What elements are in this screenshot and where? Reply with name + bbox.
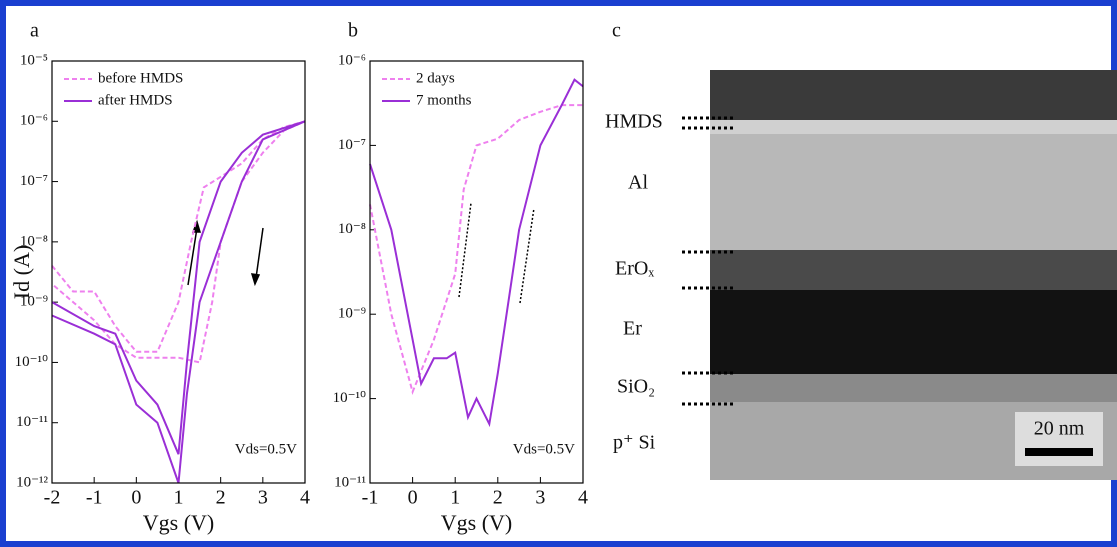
y-axis-label: Id (A): [9, 245, 34, 299]
y-tick-label: 10⁻⁷: [338, 137, 366, 153]
slope-guide: [519, 207, 535, 304]
legend-label: before HMDS: [98, 70, 183, 86]
layer-label: Er: [623, 318, 642, 340]
tem-image: c HMDS Al ErOₓ Er SiO₂ p⁺ Si 20 nm: [605, 20, 1117, 480]
layer-label: HMDS: [605, 111, 663, 133]
plot-frame: [369, 60, 584, 484]
panel-label: b: [348, 20, 358, 42]
y-tick-label: 10⁻¹⁰: [333, 390, 366, 406]
x-axis-label: Vgs (V): [143, 510, 215, 535]
legend-label: after HMDS: [98, 92, 173, 108]
y-tick-label: 10⁻⁵: [20, 52, 48, 68]
panel-label: c: [612, 20, 621, 42]
scale-label: 20 nm: [1034, 418, 1085, 440]
plot-frame: [51, 60, 306, 484]
layer-hmds: [710, 120, 1117, 134]
panel-label: a: [30, 20, 39, 42]
series-line: [369, 78, 584, 428]
x-tick-label: -2: [44, 487, 61, 509]
annotations: [187, 202, 535, 304]
layer-erox: [710, 250, 1117, 290]
layer-top: [710, 70, 1117, 120]
x-tick-label: 0: [131, 487, 141, 509]
x-tick-label: 1: [174, 487, 184, 509]
layer-label: Al: [628, 172, 648, 194]
y-tick-label: 10⁻¹¹: [334, 474, 366, 490]
x-tick-label: 1: [450, 487, 460, 509]
y-tick-label: 10⁻⁹: [338, 306, 366, 322]
y-tick-label: 10⁻⁹: [20, 294, 48, 310]
series-line: [369, 104, 583, 396]
y-tick-label: 10⁻⁶: [338, 52, 366, 68]
layer-sio2: [710, 374, 1117, 402]
x-tick-label: 3: [258, 487, 268, 509]
x-tick-label: 0: [408, 487, 418, 509]
x-tick-label: -1: [362, 487, 379, 509]
scale-bar: [1025, 448, 1093, 456]
x-tick-label: -1: [86, 487, 103, 509]
layer-al: [710, 134, 1117, 250]
legend-label: 2 days: [416, 70, 455, 86]
x-tick-label: 2: [493, 487, 503, 509]
y-tick-label: 10⁻¹²: [16, 474, 48, 490]
x-axis-label: Vgs (V): [441, 510, 513, 535]
layer-er: [710, 290, 1117, 374]
y-tick-label: 10⁻¹⁰: [15, 354, 48, 370]
x-tick-label: 4: [578, 487, 588, 509]
layer-markers: [682, 116, 735, 406]
x-tick-label: 2: [216, 487, 226, 509]
annotation: Vds=0.5V: [513, 441, 575, 457]
y-tick-label: 10⁻⁷: [20, 173, 48, 189]
y-tick-label: 10⁻⁸: [20, 233, 48, 249]
legend-label: 7 months: [416, 92, 472, 108]
arrow-head: [250, 273, 261, 287]
scale-box: [1015, 412, 1103, 466]
x-tick-label: 4: [300, 487, 310, 509]
layer-label: p⁺ Si: [613, 432, 656, 454]
layer-label: SiO₂: [617, 376, 655, 398]
arrow: [187, 227, 198, 286]
annotation: Vds=0.5V: [235, 441, 297, 457]
y-tick-label: 10⁻⁸: [338, 221, 366, 237]
x-tick-label: 3: [535, 487, 545, 509]
layer-label: ErOₓ: [615, 258, 654, 280]
arrow: [255, 227, 264, 279]
y-tick-label: 10⁻¹¹: [16, 414, 48, 430]
y-tick-label: 10⁻⁶: [20, 113, 48, 129]
